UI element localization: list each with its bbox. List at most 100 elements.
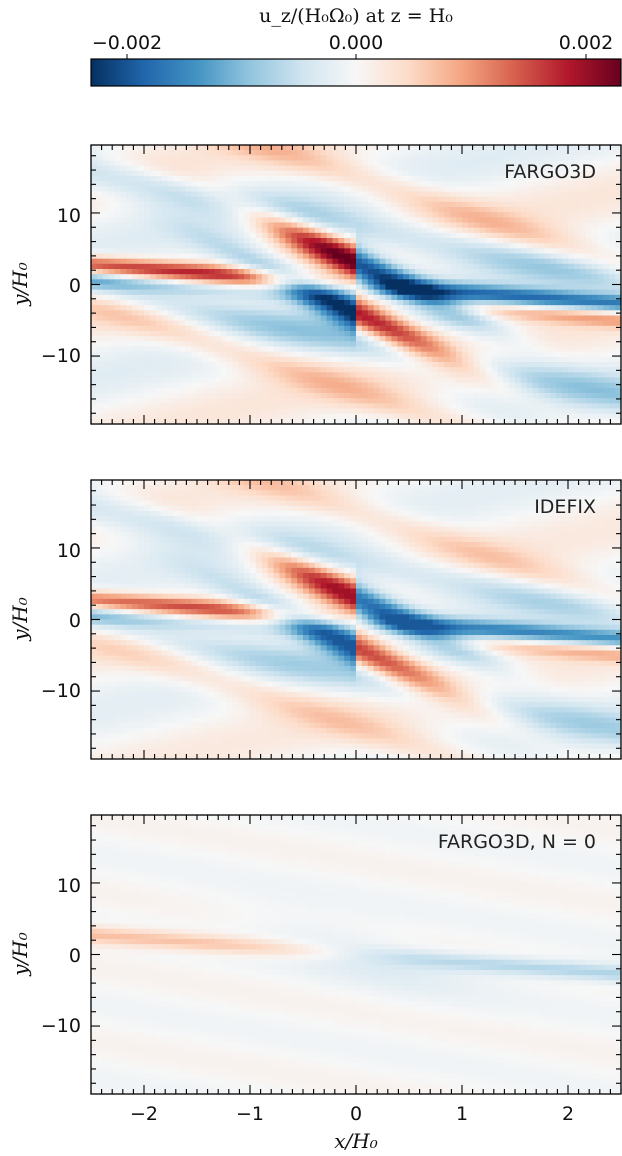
- heatmap-cell: [597, 191, 604, 198]
- heatmap-cell: [544, 227, 551, 234]
- heatmap-cell: [456, 315, 463, 322]
- heatmap-cell: [462, 191, 469, 198]
- heatmap-cell: [585, 403, 593, 410]
- heatmap-cell: [414, 238, 422, 244]
- heatmap-cell: [450, 207, 457, 213]
- heatmap-cell: [556, 170, 563, 177]
- heatmap-cell: [497, 212, 504, 218]
- heatmap-cell: [414, 294, 422, 301]
- heatmap-cell: [155, 331, 163, 337]
- heatmap-cell: [538, 300, 546, 306]
- heatmap-cell: [303, 165, 310, 172]
- heatmap-cell: [485, 201, 493, 208]
- heatmap-cell: [191, 227, 198, 234]
- heatmap-cell: [185, 248, 192, 255]
- heatmap-cell: [491, 238, 498, 244]
- heatmap-cell: [244, 212, 251, 218]
- heatmap-cell: [138, 351, 145, 358]
- heatmap-cell: [579, 408, 587, 415]
- heatmap-cell: [291, 248, 298, 255]
- heatmap-cell: [356, 320, 363, 327]
- heatmap-cell: [126, 165, 133, 172]
- heatmap-cell: [450, 382, 457, 389]
- heatmap-cell: [261, 212, 269, 218]
- heatmap-cell: [432, 331, 440, 337]
- heatmap-cell: [155, 253, 163, 260]
- heatmap-cell: [185, 222, 192, 229]
- heatmap-cell: [120, 201, 127, 208]
- heatmap-cell: [102, 346, 110, 353]
- heatmap-cell: [208, 217, 216, 224]
- heatmap-cell: [409, 413, 416, 420]
- heatmap-cell: [226, 165, 233, 172]
- heatmap-cell: [585, 393, 593, 399]
- heatmap-cell: [491, 269, 498, 275]
- heatmap-cell: [191, 196, 198, 203]
- heatmap-cell: [403, 346, 410, 353]
- heatmap-cell: [126, 238, 133, 244]
- heatmap-cell: [332, 325, 339, 332]
- heatmap-cell: [179, 336, 186, 342]
- heatmap-cell: [255, 372, 263, 379]
- heatmap-cell: [291, 145, 298, 151]
- heatmap-cell: [462, 362, 469, 368]
- heatmap-cell: [403, 294, 410, 301]
- heatmap-cell: [138, 274, 145, 280]
- heatmap-cell: [179, 258, 186, 265]
- heatmap-cell: [497, 196, 504, 203]
- heatmap-cell: [573, 418, 581, 425]
- heatmap-cell: [267, 341, 275, 348]
- heatmap-cell: [108, 170, 116, 177]
- heatmap-cell: [226, 393, 233, 399]
- heatmap-cell: [573, 310, 581, 317]
- heatmap-cell: [373, 362, 381, 368]
- heatmap-cell: [102, 160, 110, 167]
- heatmap-cell: [409, 232, 416, 239]
- heatmap-cell: [356, 367, 363, 373]
- heatmap-cell: [144, 341, 151, 348]
- heatmap-cell: [197, 289, 204, 296]
- heatmap-cell: [191, 258, 198, 265]
- heatmap-cell: [591, 413, 599, 420]
- heatmap-cell: [226, 248, 233, 255]
- heatmap-cell: [367, 253, 375, 260]
- heatmap-cell: [250, 222, 257, 229]
- heatmap-cell: [473, 243, 481, 249]
- heatmap-cell: [126, 310, 133, 317]
- heatmap-cell: [126, 243, 133, 249]
- heatmap-cell: [273, 165, 281, 172]
- heatmap-cell: [585, 155, 593, 162]
- heatmap-cell: [491, 310, 498, 317]
- heatmap-cell: [532, 227, 540, 234]
- heatmap-cell: [285, 367, 292, 373]
- heatmap-cell: [91, 284, 98, 291]
- heatmap-cell: [615, 150, 622, 156]
- heatmap-cell: [397, 222, 404, 229]
- heatmap-cell: [114, 300, 122, 306]
- heatmap-cell: [173, 408, 180, 415]
- heatmap-cell: [456, 227, 463, 234]
- heatmap-cell: [414, 227, 422, 234]
- heatmap-cell: [373, 150, 381, 156]
- heatmap-cell: [220, 150, 228, 156]
- heatmap-cell: [144, 155, 151, 162]
- heatmap-cell: [385, 170, 392, 177]
- heatmap-cell: [126, 315, 133, 322]
- heatmap-cell: [114, 201, 122, 208]
- heatmap-cell: [197, 305, 204, 311]
- heatmap-cell: [273, 300, 281, 306]
- heatmap-cell: [356, 196, 363, 203]
- heatmap-cell: [467, 243, 475, 249]
- heatmap-cell: [414, 201, 422, 208]
- heatmap-cell: [303, 207, 310, 213]
- heatmap-cell: [126, 418, 133, 425]
- heatmap-cell: [538, 248, 546, 255]
- heatmap-cell: [350, 367, 357, 373]
- heatmap-cell: [179, 403, 186, 410]
- heatmap-cell: [538, 336, 546, 342]
- heatmap-cell: [520, 160, 528, 167]
- heatmap-cell: [379, 232, 387, 239]
- heatmap-cell: [96, 170, 104, 177]
- heatmap-cell: [479, 305, 487, 311]
- heatmap-cell: [485, 413, 493, 420]
